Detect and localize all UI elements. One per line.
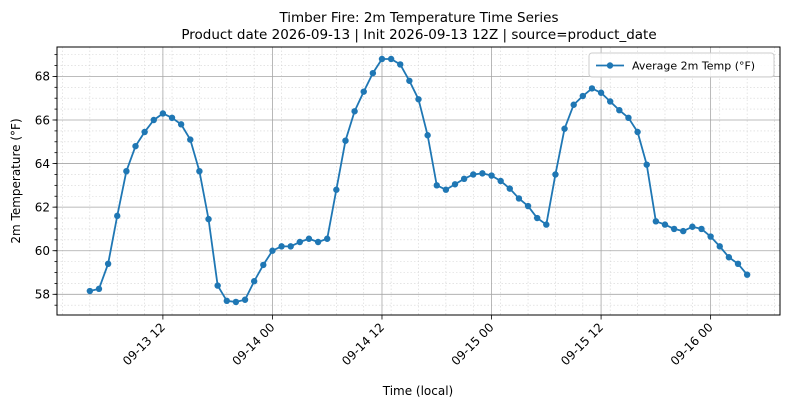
data-point (725, 254, 733, 261)
y-tick-label: 58 (35, 288, 50, 302)
data-point (661, 221, 669, 228)
data-point (378, 55, 386, 63)
data-point (406, 77, 413, 84)
data-point (552, 171, 559, 178)
data-point (634, 128, 641, 136)
data-point (570, 101, 577, 108)
data-point (506, 185, 513, 192)
data-point (205, 215, 212, 223)
data-point (515, 195, 523, 202)
y-tick-label: 68 (35, 70, 50, 84)
y-tick-label: 66 (35, 113, 50, 127)
data-point (680, 227, 687, 235)
data-point (460, 175, 468, 183)
data-point (397, 61, 404, 68)
data-point (561, 125, 568, 132)
data-point (95, 285, 103, 293)
y-tick-label: 62 (35, 200, 50, 214)
data-point (698, 225, 705, 233)
data-point (479, 170, 486, 177)
data-point (314, 238, 322, 246)
data-point (241, 296, 249, 303)
major-grid (57, 47, 780, 315)
y-tick-label: 64 (35, 157, 50, 171)
y-axis-label: 2m Temperature (°F) (9, 118, 23, 243)
data-point (214, 282, 221, 289)
data-point (433, 182, 440, 189)
data-point (250, 278, 258, 285)
data-point (232, 298, 240, 306)
chart-title: Timber Fire: 2m Temperature Time Series (278, 10, 558, 26)
data-point (278, 243, 285, 250)
data-point (223, 297, 230, 305)
data-point (652, 218, 660, 225)
data-point (86, 287, 94, 295)
data-point (524, 202, 532, 210)
data-point (670, 225, 678, 233)
x-axis-label: Time (local) (382, 384, 454, 398)
data-point (579, 92, 587, 100)
data-point (168, 114, 176, 122)
data-point (616, 106, 623, 114)
data-point (305, 235, 313, 242)
legend: Average 2m Temp (°F) (588, 52, 775, 78)
data-point (324, 235, 331, 242)
y-axis-ticks: 58 60 62 64 66 68 (35, 54, 57, 306)
data-point (296, 238, 304, 246)
y-tick-label: 60 (35, 244, 50, 258)
data-point (734, 260, 742, 267)
data-point (333, 186, 340, 193)
data-point (132, 142, 139, 150)
data-point (607, 98, 614, 105)
data-point (360, 88, 367, 95)
data-point (707, 233, 714, 240)
series-layer (86, 55, 751, 306)
data-point (351, 108, 358, 115)
data-point (415, 96, 422, 103)
data-point (260, 261, 267, 269)
data-point (597, 89, 605, 96)
legend-box (588, 52, 775, 78)
data-point (743, 271, 751, 278)
data-point (141, 128, 148, 136)
data-point (387, 55, 395, 63)
data-point (625, 114, 632, 122)
data-point (159, 110, 167, 117)
data-point (177, 121, 185, 128)
data-point (588, 85, 596, 92)
data-point (470, 171, 477, 178)
data-point (689, 223, 696, 230)
data-point (543, 221, 550, 228)
data-point (123, 168, 130, 175)
data-point (104, 260, 112, 267)
data-point (369, 69, 377, 77)
data-point (716, 243, 723, 250)
data-point (424, 132, 431, 139)
data-point (196, 168, 203, 175)
data-point (451, 181, 459, 188)
data-point (488, 172, 495, 179)
chart-subtitle: Product date 2026-09-13 | Init 2026-09-1… (181, 27, 656, 43)
plot-frame (56, 46, 781, 316)
data-point (187, 136, 194, 143)
data-point (497, 177, 504, 185)
data-point (342, 137, 349, 144)
data-point (150, 116, 157, 124)
data-point (114, 212, 121, 220)
data-point (269, 247, 276, 254)
data-point (643, 161, 650, 168)
data-point (533, 214, 541, 222)
legend-marker-icon (606, 62, 614, 69)
legend-label: Average 2m Temp (°F) (632, 60, 755, 73)
data-point (287, 243, 294, 250)
data-point (442, 186, 450, 193)
